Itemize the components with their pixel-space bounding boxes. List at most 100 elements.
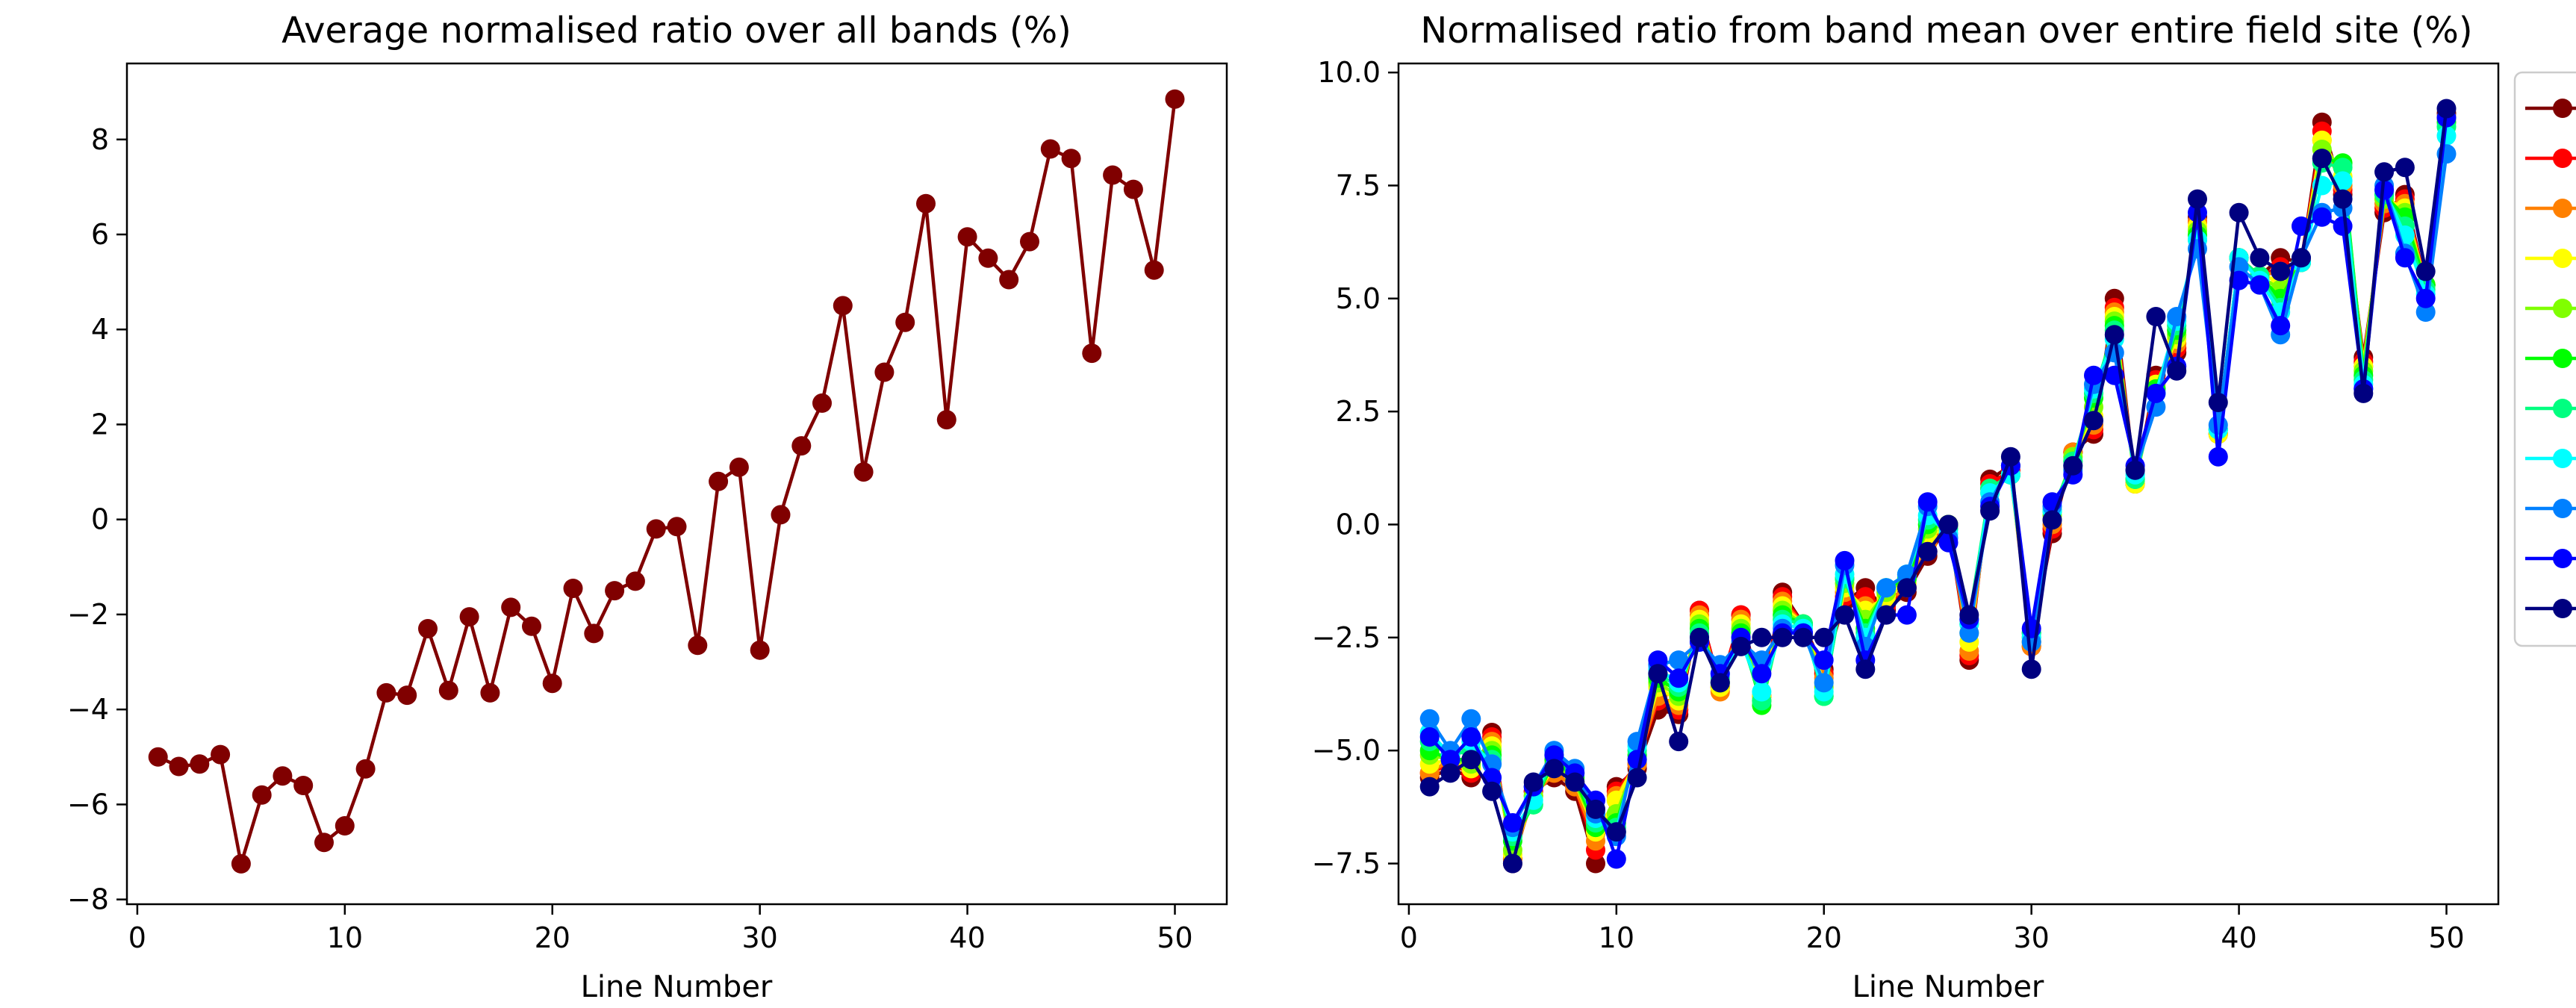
band-series-10-point [1627,768,1647,788]
band-series-9-point [1897,605,1917,625]
legend-entry-marker [2553,299,2572,318]
band-series-10-point [1461,750,1481,770]
band-series-8-point [1959,623,1979,643]
band-series-9-point [1814,650,1834,671]
band-series-9-point [2415,288,2436,308]
avg-series-0-point [148,747,168,767]
x-tick-label: 0 [128,921,146,954]
band-series-10-point [1855,659,1876,679]
band-series-9-point [1627,750,1647,770]
band-series-9-point [2146,383,2166,403]
avg-series-0-point [438,680,458,700]
y-tick-label: 5.0 [1336,282,1381,315]
band-series-8-point [1669,650,1689,671]
avg-series-0-point [688,635,708,656]
band-series-10-point [1793,627,1813,647]
y-tick-label: −2.5 [1312,621,1381,654]
chart-band-ratio-x-label: Line Number [1852,970,2044,1004]
y-tick-label: 7.5 [1336,169,1381,202]
band-series-10-point [1669,732,1689,752]
y-tick-label: 8 [91,123,109,156]
band-series-9-point [2084,365,2103,385]
x-tick-label: 40 [949,921,985,954]
avg-series-0-point [667,517,687,537]
band-series-9-point [1502,813,1522,833]
avg-series-0-point [833,296,853,316]
avg-series-0-point [916,193,936,214]
avg-series-0-point [231,853,251,874]
y-tick-label: −2 [67,598,109,631]
avg-series-0-point [1082,343,1102,364]
band-series-10-point [2188,189,2207,209]
legend-entry-marker [2553,149,2572,168]
band-series-10-point [2271,261,2291,281]
band-series-8-point [1419,709,1440,729]
band-series-10-point [2353,383,2374,403]
band-series-10-point [1938,514,1959,535]
band-series-10-point [1731,636,1751,656]
y-tick-label: 2 [91,408,109,441]
band-series-10-point [1917,541,1938,561]
avg-series-0-point [1020,231,1039,252]
band-series-10-point [1773,627,1793,647]
avg-series-0-point [605,581,625,601]
band-series-10-point [1710,673,1730,693]
band-series-10-point [2146,307,2166,326]
avg-series-0-point [729,457,749,477]
y-tick-label: −4 [67,693,109,726]
x-tick-label: 30 [2013,921,2049,954]
avg-series-0-point [1165,89,1185,109]
y-tick-label: −5.0 [1312,734,1381,767]
band-series-10-point [1606,822,1626,842]
x-tick-label: 50 [2428,921,2464,954]
y-tick-label: 10.0 [1317,56,1381,89]
chart-band-ratio-legend [2513,71,2576,647]
y-tick-label: 0 [91,503,109,536]
band-series-9-point [2395,248,2415,268]
band-series-10-point [2104,325,2124,345]
x-tick-label: 10 [1599,921,1634,954]
band-series-10-point [2042,510,2062,530]
y-tick-label: −7.5 [1312,847,1381,880]
band-series-10-point [1876,605,1897,625]
avg-series-0-point [957,227,977,247]
avg-series-0-point [459,607,479,627]
band-series-10-point [2208,393,2228,412]
band-series-10-point [1586,799,1605,819]
legend-entry-marker [2553,499,2572,518]
avg-series-0-point [252,785,272,805]
band-series-8-point [2415,302,2436,322]
x-tick-label: 30 [741,921,777,954]
band-series-10-point [1690,627,1709,647]
legend-entry-marker [2553,349,2572,368]
avg-series-0-point [480,682,500,703]
avg-series-0-point [1144,260,1164,280]
legend-entry-marker [2553,449,2572,468]
band-series-10-point [2395,158,2415,178]
band-series-9-point [2312,207,2332,227]
band-series-9-point [1648,650,1668,671]
chart-band-ratio-title: Normalised ratio from band mean over ent… [1420,10,2472,52]
avg-series-0-point [169,756,189,777]
band-series-10-point [2084,411,2103,431]
band-series-9-point [1419,727,1440,747]
avg-series-0-point [335,816,355,836]
band-series-9-point [2229,270,2249,290]
x-tick-label: 20 [535,921,570,954]
band-series-7-point [2333,171,2353,191]
legend-entry-marker [2553,549,2572,568]
band-series-9-point [1835,550,1855,570]
avg-series-0-point [874,362,895,382]
avg-series-0-point [1123,179,1143,199]
band-series-10-point [1440,763,1460,783]
avg-series-0-point [853,462,874,482]
avg-series-0-point [501,597,521,617]
band-series-10-point [2333,189,2353,209]
band-series-9-point [2208,447,2228,467]
avg-series-0-point [355,759,376,779]
chart-average-ratio: Average normalised ratio over all bands … [67,10,1228,1004]
band-series-10-point [2063,455,2083,476]
y-tick-label: 6 [91,218,109,251]
chart-band-ratio: Normalised ratio from band mean over ent… [1312,10,2500,1004]
chart-average-ratio-x-ticks: 0 10 20 30 40 50 [128,904,1193,954]
